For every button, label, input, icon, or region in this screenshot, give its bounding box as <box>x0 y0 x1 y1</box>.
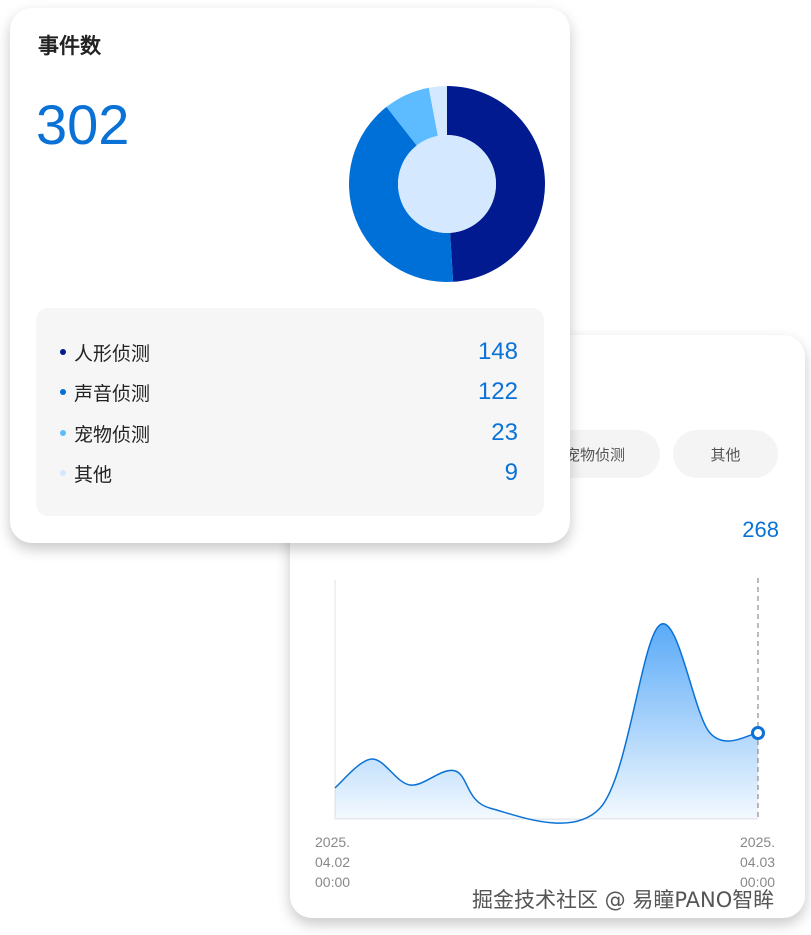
legend-item: 人形侦测 148 <box>60 337 518 367</box>
dot-icon <box>60 349 66 355</box>
total-count: 302 <box>36 93 130 156</box>
legend: 人形侦测 148 声音侦测 122 宠物侦测 23 其他 9 <box>36 308 544 516</box>
donut-center <box>398 135 496 233</box>
events-card: 事件数 302 人形侦测 148 声音侦测 122 宠物侦测 23 其他 9 <box>10 8 570 543</box>
area-fill <box>335 623 758 824</box>
x-tick-start: 2025. 04.02 00:00 <box>315 834 351 890</box>
card-title: 事件数 <box>38 34 101 58</box>
highlight-point <box>751 726 765 740</box>
dot-icon <box>60 470 66 476</box>
dot-icon <box>60 430 66 436</box>
legend-item: 声音侦测 122 <box>60 377 518 407</box>
x-tick-end: 2025. 04.03 00:00 <box>740 834 776 890</box>
donut-slice <box>428 86 447 136</box>
tab-other[interactable]: 其他 <box>673 430 778 478</box>
donut-slice <box>386 87 438 146</box>
donut-chart <box>349 86 546 282</box>
series-line <box>334 623 759 824</box>
legend-item: 其他 9 <box>60 458 518 488</box>
watermark: 掘金技术社区 @ 易瞳PANO智眸 <box>472 888 775 912</box>
dot-icon <box>60 389 66 395</box>
current-value: 268 <box>742 517 779 542</box>
legend-item: 宠物侦测 23 <box>60 418 518 448</box>
trend-chart <box>334 578 765 824</box>
donut-slice <box>447 86 546 282</box>
donut-slice <box>349 106 454 282</box>
